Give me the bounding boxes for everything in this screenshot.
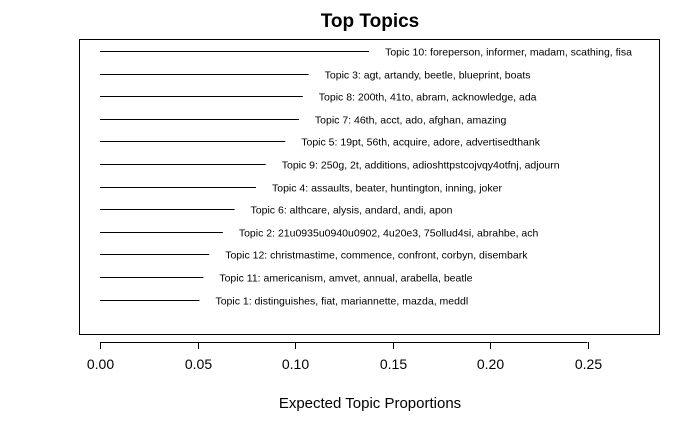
x-axis-label: Expected Topic Proportions: [279, 395, 461, 412]
bars-layer: Topic 10: foreperson, informer, madam, s…: [100, 47, 632, 308]
topic-label: Topic 10: foreperson, informer, madam, s…: [385, 47, 632, 59]
topic-label: Topic 4: assaults, beater, huntington, i…: [272, 183, 502, 195]
topic-label: Topic 11: americanism, amvet, annual, ar…: [219, 273, 472, 285]
x-axis: 0.00 0.05 0.10 0.15 0.20 0.25: [87, 342, 602, 372]
topic-label: Topic 7: 46th, acct, ado, afghan, amazin…: [315, 115, 507, 127]
topic-label: Topic 3: agt, artandy, beetle, blueprint…: [325, 70, 531, 82]
x-tick-label: 0.05: [185, 356, 212, 372]
topic-label: Topic 1: distinguishes, fiat, mariannett…: [215, 296, 468, 308]
topic-label: Topic 8: 200th, 41to, abram, acknowledge…: [319, 92, 537, 104]
x-tick-label: 0.20: [477, 356, 504, 372]
x-tick-label: 0.25: [575, 356, 602, 372]
topic-label: Topic 9: 250g, 2t, additions, adioshttps…: [282, 160, 560, 172]
topic-label: Topic 6: althcare, alysis, andard, andi,…: [251, 205, 453, 217]
x-tick-label: 0.10: [282, 356, 309, 372]
topic-label: Topic 2: 21u0935u0940u0902, 4u20e3, 75ol…: [239, 228, 539, 240]
topic-label: Topic 12: christmastime, commence, confr…: [225, 250, 528, 262]
topic-label: Topic 5: 19pt, 56th, acquire, adore, adv…: [301, 137, 540, 149]
x-tick-label: 0.15: [380, 356, 407, 372]
plot-frame: [79, 39, 660, 335]
x-tick-label: 0.00: [87, 356, 114, 372]
chart-title: Top Topics: [321, 11, 420, 32]
